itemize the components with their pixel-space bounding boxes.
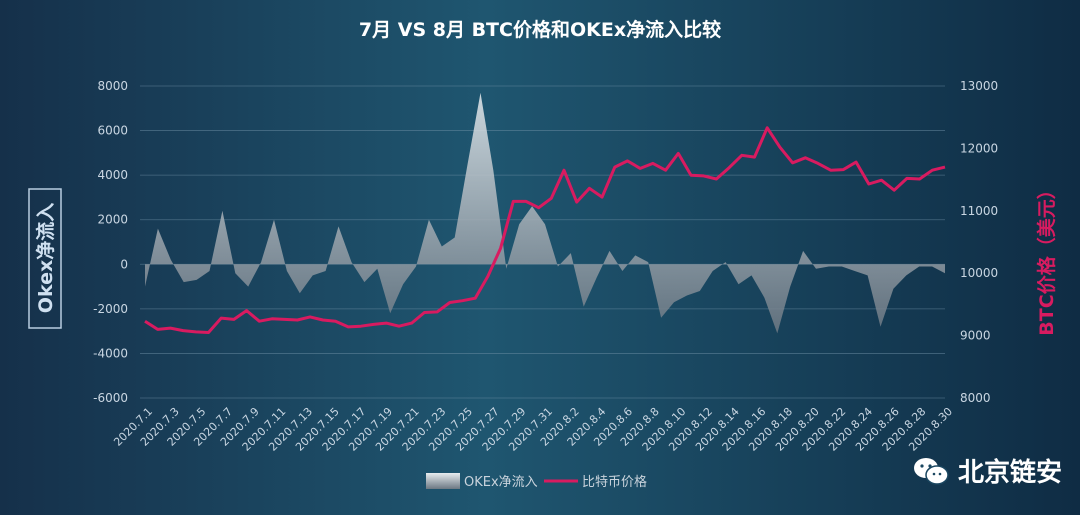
chart-title: 7月 VS 8月 BTC价格和OKEx净流入比较	[359, 18, 721, 41]
left-tick-label: 0	[120, 257, 128, 271]
okex-inflow-area	[145, 92, 945, 334]
left-tick-label: -4000	[93, 346, 128, 360]
left-axis-label: Okex净流入	[34, 203, 57, 313]
left-axis-label-box: Okex净流入	[28, 188, 62, 329]
left-tick-label: -6000	[93, 391, 128, 405]
right-tick-label: 10000	[960, 266, 998, 280]
right-tick-label: 8000	[960, 391, 991, 405]
watermark: 北京链安	[912, 452, 1062, 489]
legend: OKEx净流入 比特币价格	[426, 473, 647, 490]
right-tick-label: 12000	[960, 141, 998, 155]
grid-lines	[140, 85, 945, 399]
right-tick-label: 13000	[960, 79, 998, 93]
x-axis-ticks: 2020.7.12020.7.32020.7.52020.7.72020.7.9…	[111, 405, 955, 454]
left-axis-ticks: 8000 6000 4000 2000 0 -2000 -4000 -6000	[93, 79, 128, 405]
line-series	[144, 126, 946, 334]
wechat-icon	[913, 457, 949, 485]
area-series	[145, 92, 945, 334]
right-axis-ticks: 13000 12000 11000 10000 9000 8000	[960, 79, 998, 405]
left-tick-label: 4000	[97, 168, 128, 182]
legend-area-label: OKEx净流入	[464, 475, 538, 490]
legend-area-swatch	[426, 473, 460, 489]
right-axis-label: BTC价格（美元）	[1035, 180, 1058, 335]
right-tick-label: 11000	[960, 204, 998, 218]
left-tick-label: 2000	[97, 213, 128, 227]
left-tick-label: -2000	[93, 302, 128, 316]
left-tick-label: 8000	[97, 79, 128, 93]
btc-price-line	[144, 126, 946, 334]
left-tick-label: 6000	[97, 124, 128, 138]
watermark-text: 北京链安	[957, 458, 1062, 488]
right-tick-label: 9000	[960, 329, 991, 343]
legend-line-label: 比特币价格	[582, 474, 647, 490]
